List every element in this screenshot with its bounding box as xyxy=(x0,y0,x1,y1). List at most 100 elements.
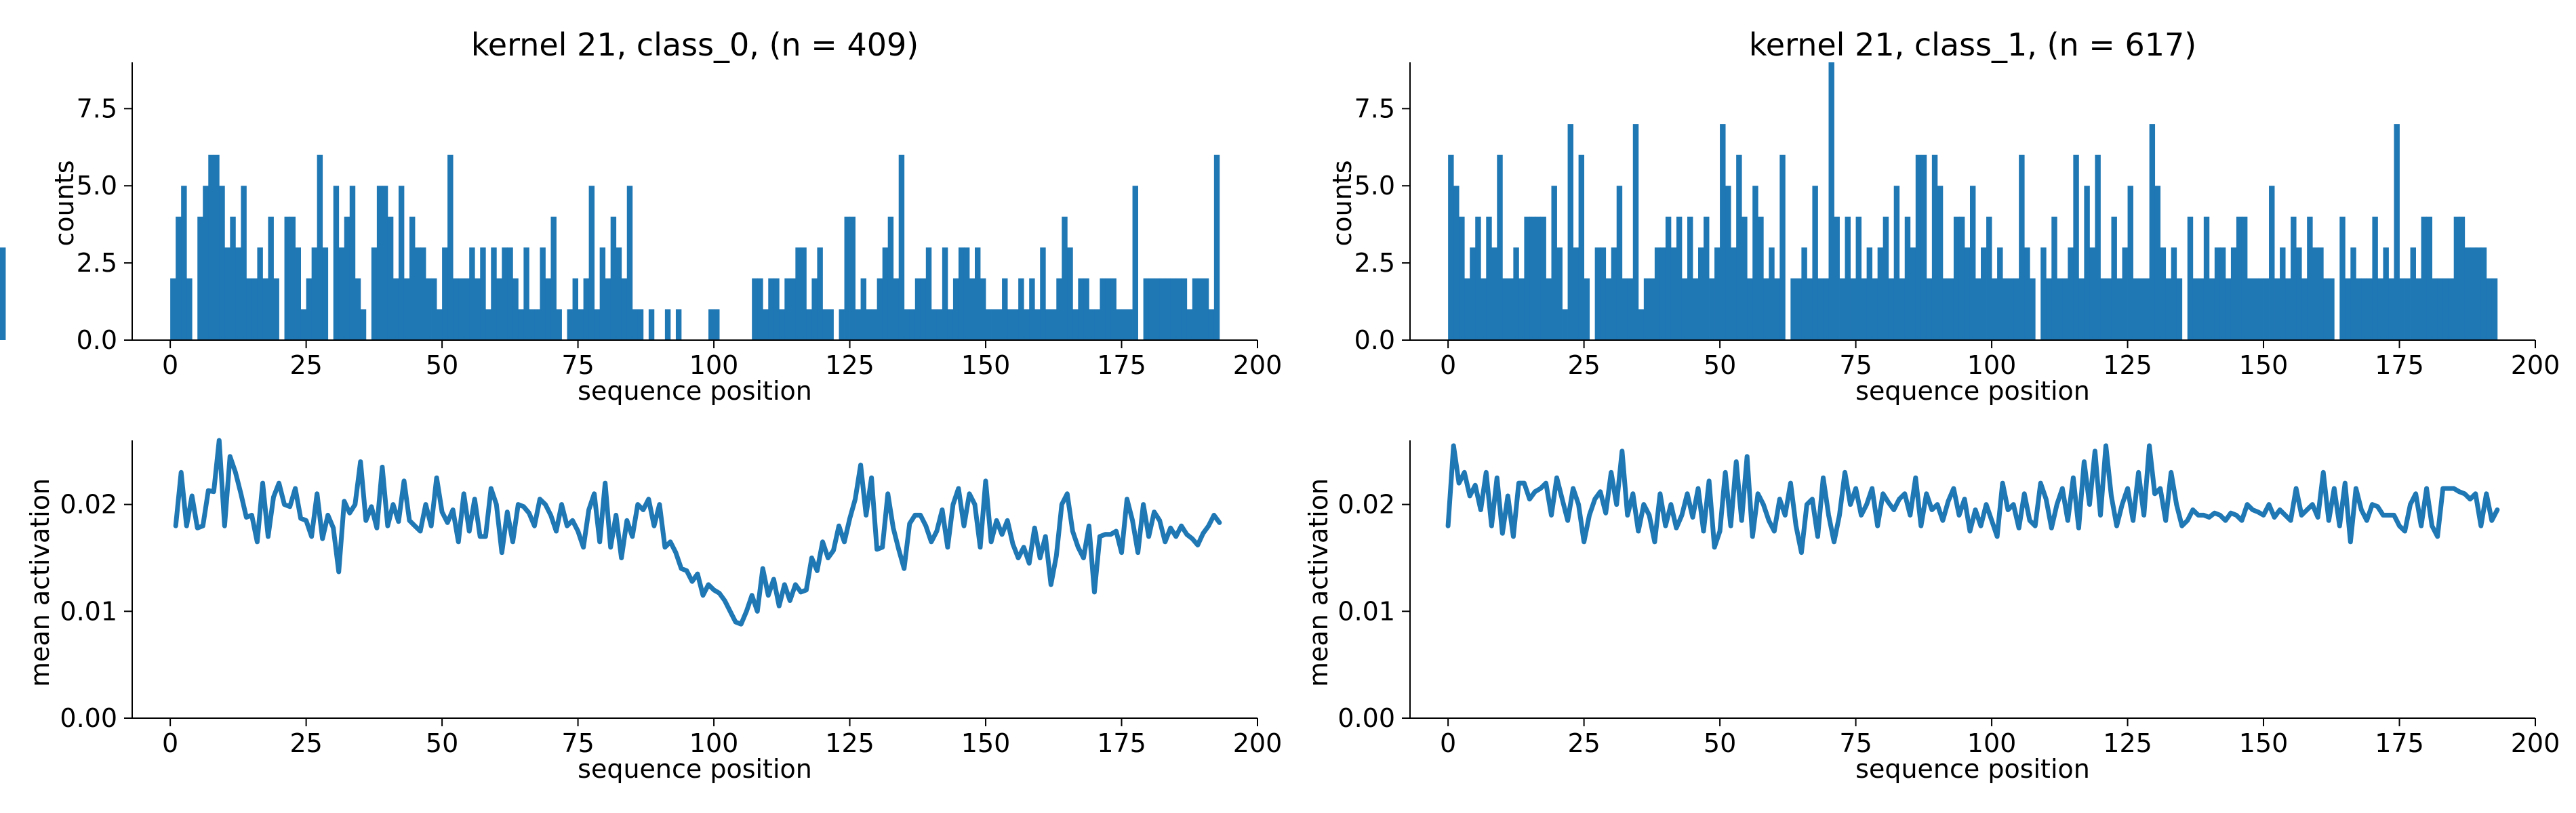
bar xyxy=(2024,247,2030,340)
bar xyxy=(1931,154,1938,341)
bar xyxy=(300,309,307,340)
y-tick-label: 0.0 xyxy=(77,325,117,355)
bar xyxy=(1725,186,1731,340)
bar xyxy=(1072,309,1079,340)
bar xyxy=(1127,309,1133,340)
bar xyxy=(1742,216,1748,340)
bar xyxy=(1508,278,1514,340)
bar xyxy=(2219,247,2226,340)
bar xyxy=(991,309,997,340)
bar xyxy=(344,216,350,340)
bar xyxy=(1850,278,1856,340)
x-tick-label: 25 xyxy=(289,350,322,380)
bar xyxy=(1518,278,1525,340)
bar xyxy=(398,186,405,340)
bar xyxy=(1605,278,1612,340)
bar xyxy=(2480,247,2487,340)
bar xyxy=(1693,278,1699,340)
y-tick-label: 0.01 xyxy=(60,596,117,626)
bar xyxy=(1018,278,1024,340)
bar xyxy=(1904,216,1911,340)
chart-title-class-0: kernel 21, class_0, (n = 409) xyxy=(471,26,919,63)
bar xyxy=(1807,278,1813,340)
bar xyxy=(311,247,318,340)
bar xyxy=(2404,278,2411,340)
bar xyxy=(817,247,823,340)
x-tick-label: 100 xyxy=(1967,728,2017,758)
bar xyxy=(1834,216,1840,340)
x-tick-label: 150 xyxy=(2239,728,2289,758)
bar xyxy=(2383,247,2389,340)
bar xyxy=(2470,247,2476,340)
bar xyxy=(1714,247,1720,340)
bar xyxy=(1159,278,1166,340)
bar xyxy=(2459,216,2466,340)
bar xyxy=(1953,216,1960,340)
bar xyxy=(1915,154,1922,341)
bar xyxy=(306,278,313,340)
bar xyxy=(844,216,850,340)
bar xyxy=(583,278,590,340)
bar xyxy=(1731,247,1737,340)
x-tick-label: 25 xyxy=(1567,728,1600,758)
bar xyxy=(605,278,611,340)
bar xyxy=(768,278,774,340)
bar xyxy=(1197,278,1204,340)
bar xyxy=(2394,124,2400,341)
bar xyxy=(1203,278,1209,340)
bar xyxy=(1654,247,1661,340)
x-tick-label: 125 xyxy=(2103,728,2152,758)
x-tick-label: 125 xyxy=(2103,350,2152,380)
bar xyxy=(2062,278,2068,340)
bar xyxy=(1877,247,1884,340)
bar xyxy=(1132,186,1138,340)
bar xyxy=(1866,247,1873,340)
bar xyxy=(1758,216,1764,340)
bar xyxy=(2367,278,2373,340)
bar xyxy=(2437,278,2444,340)
x-tick-label: 75 xyxy=(561,350,594,380)
bar xyxy=(1638,309,1645,340)
bar xyxy=(648,309,655,340)
bar xyxy=(262,278,268,340)
bar xyxy=(2329,278,2335,340)
bar xyxy=(1573,247,1579,340)
y-axis-label-activation-class-1: mean activation xyxy=(1304,478,1333,687)
bar xyxy=(496,278,502,340)
bar xyxy=(2415,278,2421,340)
bar xyxy=(2426,216,2433,340)
bar xyxy=(1676,216,1683,340)
y-tick-label: 0.0 xyxy=(1354,325,1395,355)
bar xyxy=(822,309,828,340)
bar xyxy=(2046,278,2052,340)
bar xyxy=(866,309,872,340)
bar xyxy=(2377,278,2383,340)
bar xyxy=(1774,278,1780,340)
bar xyxy=(1600,247,1607,340)
bar xyxy=(376,186,383,340)
bar xyxy=(1855,216,1861,340)
bar xyxy=(1551,186,1557,340)
bar xyxy=(1154,278,1161,340)
bar xyxy=(626,186,633,340)
x-tick-label: 75 xyxy=(561,728,594,758)
bar xyxy=(1143,278,1150,340)
bar xyxy=(1920,154,1927,341)
bar xyxy=(1616,186,1623,340)
bar xyxy=(784,278,790,340)
x-tick-label: 0 xyxy=(162,728,178,758)
bar xyxy=(2230,247,2237,340)
bar xyxy=(855,309,861,340)
bar xyxy=(2296,247,2302,340)
histogram-class-1: kernel 21, class_1, (n = 617) sequence p… xyxy=(1327,26,2560,406)
bar xyxy=(2122,247,2128,340)
bar xyxy=(997,309,1003,340)
bar xyxy=(170,278,176,340)
bar xyxy=(632,309,639,340)
bar xyxy=(403,278,410,340)
bar xyxy=(931,309,938,340)
bar xyxy=(610,216,617,340)
bar xyxy=(860,278,867,340)
bar xyxy=(420,247,426,340)
bar xyxy=(2410,247,2416,340)
